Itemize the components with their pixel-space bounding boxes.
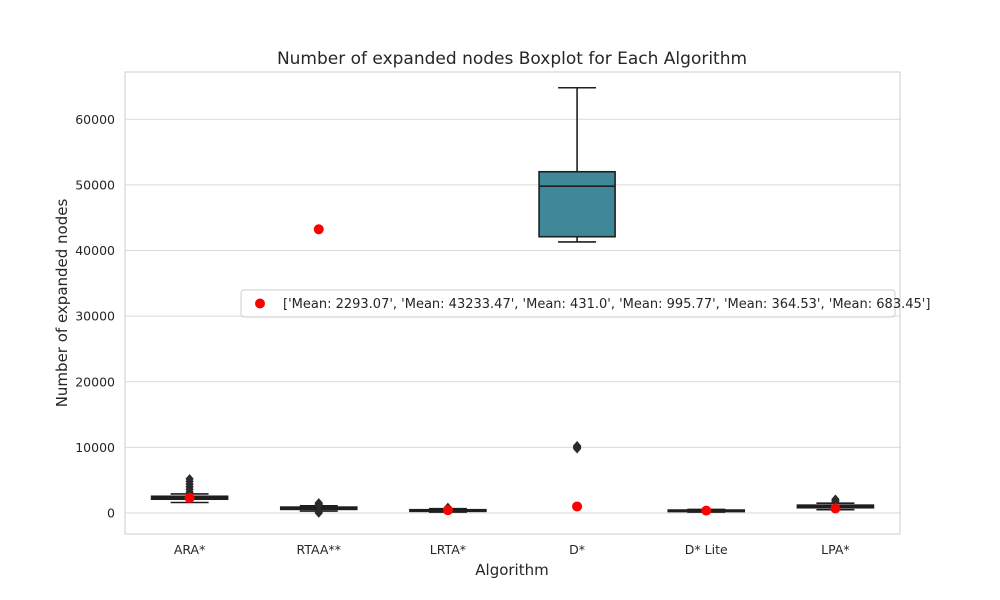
x-tick-label: D* Lite [685,542,728,557]
x-tick-label: RTAA** [297,542,341,557]
x-tick-label: ARA* [174,542,206,557]
legend-box [240,289,896,318]
legend-marker [255,298,265,309]
outlier-point [185,474,194,484]
box-D* [538,86,616,243]
mean-point [184,492,195,503]
outlier-point [831,494,840,504]
mean-point [313,224,324,235]
box-body [538,170,616,238]
x-axis-label: Algorithm [475,561,548,579]
legend: ['Mean: 2293.07', 'Mean: 43233.47', 'Mea… [240,289,930,318]
legend-entry: ['Mean: 2293.07', 'Mean: 43233.47', 'Mea… [283,297,930,312]
mean-point [701,505,712,516]
y-tick-label: 30000 [75,309,115,324]
x-tick-label: LRTA* [430,542,466,557]
y-tick-label: 40000 [75,243,115,258]
x-axis-ticks: ARA* RTAA** LRTA* D* D* Lite LPA* [174,542,850,557]
y-axis-label: Number of expanded nodes [53,199,71,408]
x-tick-label: LPA* [821,542,850,557]
y-tick-label: 10000 [75,440,115,455]
outlier-point [314,498,323,508]
y-tick-label: 60000 [75,112,115,127]
mean-point [572,501,583,512]
outlier-point [572,440,582,451]
y-tick-label: 20000 [75,374,115,389]
mean-point [830,503,841,514]
outliers-layer [185,440,840,518]
outlier-point [314,506,323,517]
x-tick-label: D* [569,542,585,557]
y-tick-label: 50000 [75,177,115,192]
y-tick-label: 0 [107,506,115,521]
mean-point [442,505,453,516]
y-axis-ticks: 0 10000 20000 30000 40000 50000 60000 [75,112,115,521]
chart-title: Number of expanded nodes Boxplot for Eac… [277,49,747,69]
plot-area-frame [124,71,901,535]
mean-points-layer [184,224,841,516]
